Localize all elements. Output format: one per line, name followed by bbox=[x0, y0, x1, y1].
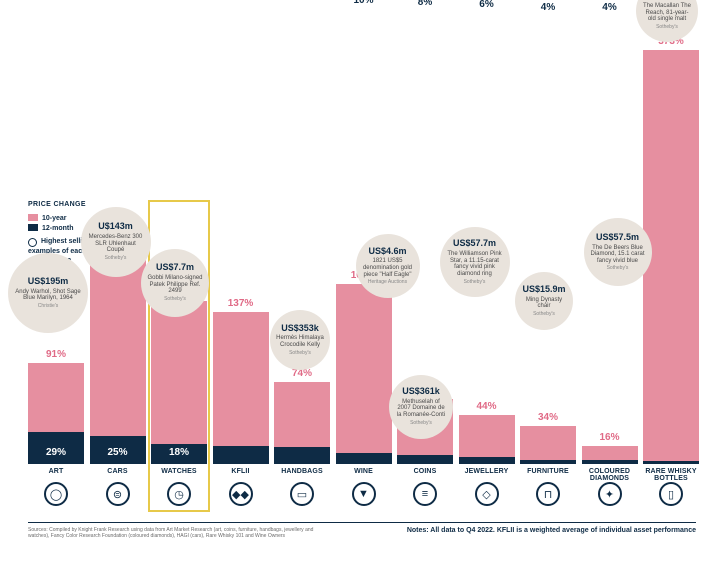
category-icon: ◷ bbox=[167, 482, 191, 506]
bubble-desc: Mercedes-Benz 300 SLR Uhlenhaut Coupé bbox=[87, 234, 145, 254]
category-label: CARS bbox=[90, 468, 146, 475]
category-label: WATCHES bbox=[151, 468, 207, 475]
category-icon: ▯ bbox=[659, 482, 683, 506]
bubble-house: Sotheby's bbox=[105, 256, 127, 262]
bubble-desc: Andy Warhol, Shot Sage Blue Marilyn, 196… bbox=[14, 289, 82, 302]
category-icon: ⊓ bbox=[536, 482, 560, 506]
footer-notes: Notes: All data to Q4 2022. KFLII is a w… bbox=[407, 527, 696, 534]
category-label: FURNITURE bbox=[520, 468, 576, 475]
bubble-price: US$300k bbox=[648, 0, 686, 1]
bubble-house: Heritage Auctions bbox=[368, 280, 407, 286]
example-bubble: US$353kHermès Himalaya Crocodile Kelly So… bbox=[270, 310, 330, 370]
bubble-house: Sotheby's bbox=[464, 280, 486, 286]
category-kflii: 137%16% bbox=[213, 20, 269, 464]
label-12mo: 3% bbox=[643, 3, 699, 459]
category-icon: ▭ bbox=[290, 482, 314, 506]
bubble-price: US$353k bbox=[281, 324, 319, 334]
bubble-price: US$7.7m bbox=[156, 263, 194, 273]
bubble-house: Sotheby's bbox=[656, 25, 678, 31]
category-label: KFLII bbox=[213, 468, 269, 475]
bar-12mo bbox=[520, 460, 576, 464]
example-bubble: US$15.9m Ming Dynasty chair Sotheby's bbox=[515, 272, 573, 330]
category-icon: ◯ bbox=[44, 482, 68, 506]
label-12mo: 10% bbox=[336, 0, 392, 451]
category-icon: ▼ bbox=[352, 482, 376, 506]
bubble-house: Sotheby's bbox=[607, 266, 629, 272]
category-label: WINE bbox=[336, 468, 392, 475]
bubble-desc: Methuselah of 2007 Domaine de la Romanée… bbox=[395, 399, 447, 419]
category-label: JEWELLERY bbox=[459, 468, 515, 475]
bubble-price: US$57.7m bbox=[453, 239, 496, 249]
category-handbags: 74%15% bbox=[274, 20, 330, 464]
bubble-price: U$143m bbox=[98, 222, 133, 232]
example-bubble: US$57.7m The Williamson Pink Star, a 11.1… bbox=[440, 227, 510, 297]
example-bubble: US$195m Andy Warhol, Shot Sage Blue Maril… bbox=[8, 253, 88, 333]
label-12mo: 25% bbox=[90, 447, 146, 458]
bubble-house: Sotheby's bbox=[289, 351, 311, 357]
category-label: COINS bbox=[397, 468, 453, 475]
bubble-price: US$195m bbox=[28, 277, 69, 287]
bubble-desc: Gobbi Milano-signed Patek Philippe Ref. … bbox=[147, 275, 203, 295]
bubble-desc: The De Beers Blue Diamond, 15.1 carat fa… bbox=[590, 245, 646, 265]
category-watches: 147%18% bbox=[151, 20, 207, 464]
category-icon: ✦ bbox=[598, 482, 622, 506]
bubble-price: US$15.9m bbox=[522, 285, 565, 295]
footer-sources: Sources: Compiled by Knight Frank Resear… bbox=[28, 527, 328, 539]
bar-12mo bbox=[459, 457, 515, 464]
bubble-desc: The Williamson Pink Star, a 11.15-carat … bbox=[446, 251, 504, 277]
bubble-house: Christie's bbox=[38, 304, 58, 310]
bubble-house: Sotheby's bbox=[533, 312, 555, 318]
bar-12mo bbox=[213, 446, 269, 464]
label-12mo: 15% bbox=[274, 0, 330, 445]
bar-12mo bbox=[274, 447, 330, 464]
bubble-desc: 1821 US$5 denomination gold piece "Half … bbox=[362, 258, 414, 278]
label-12mo: 29% bbox=[28, 447, 84, 458]
example-bubble: US$57.5m The De Beers Blue Diamond, 15.1 … bbox=[584, 218, 652, 286]
example-bubble: US$4.6m1821 US$5 denomination gold piece… bbox=[356, 234, 420, 298]
bubble-price: US$4.6m bbox=[368, 247, 406, 257]
category-icon: ≡ bbox=[413, 482, 437, 506]
bubble-desc: Ming Dynasty chair bbox=[521, 297, 567, 310]
label-10yr: 91% bbox=[28, 349, 84, 360]
category-furniture: 34%4% bbox=[520, 20, 576, 464]
bar-10yr bbox=[151, 301, 207, 464]
category-label: ART bbox=[28, 468, 84, 475]
infographic-root: 91%29%185%25%147%18%137%16%74%15%162%10%… bbox=[0, 0, 720, 573]
category-icon: ◇ bbox=[475, 482, 499, 506]
label-12mo: 4% bbox=[520, 2, 576, 458]
bar-12mo bbox=[397, 455, 453, 464]
bar-12mo bbox=[643, 461, 699, 464]
category-icon: ◆◆ bbox=[229, 482, 253, 506]
label-12mo: 16% bbox=[213, 0, 269, 444]
example-bubble: US$361k Methuselah of 2007 Domaine de la … bbox=[389, 375, 453, 439]
category-label: COLOUREDDIAMONDS bbox=[582, 468, 638, 482]
footer: Sources: Compiled by Knight Frank Resear… bbox=[28, 522, 696, 539]
bar-12mo bbox=[336, 453, 392, 464]
label-12mo: 18% bbox=[151, 447, 207, 458]
category-label: RARE WHISKYBOTTLES bbox=[643, 468, 699, 482]
example-bubble: US$7.7m Gobbi Milano-signed Patek Philipp… bbox=[141, 249, 209, 317]
bubble-desc: The Macallan The Reach, 81-year-old sing… bbox=[642, 3, 692, 23]
bubble-house: Sotheby's bbox=[410, 421, 432, 427]
bubble-price: US$57.5m bbox=[596, 233, 639, 243]
bar-10yr bbox=[90, 259, 146, 464]
bar-12mo bbox=[582, 460, 638, 464]
category-icon: ⊜ bbox=[106, 482, 130, 506]
bubble-desc: Hermès Himalaya Crocodile Kelly bbox=[276, 335, 324, 348]
category-rare-whisky-bottles: 373%3% bbox=[643, 20, 699, 464]
bubble-house: Sotheby's bbox=[164, 297, 186, 303]
bubble-price: US$361k bbox=[402, 387, 440, 397]
example-bubble: U$143m Mercedes-Benz 300 SLR Uhlenhaut Co… bbox=[81, 207, 151, 277]
category-label: HANDBAGS bbox=[274, 468, 330, 475]
